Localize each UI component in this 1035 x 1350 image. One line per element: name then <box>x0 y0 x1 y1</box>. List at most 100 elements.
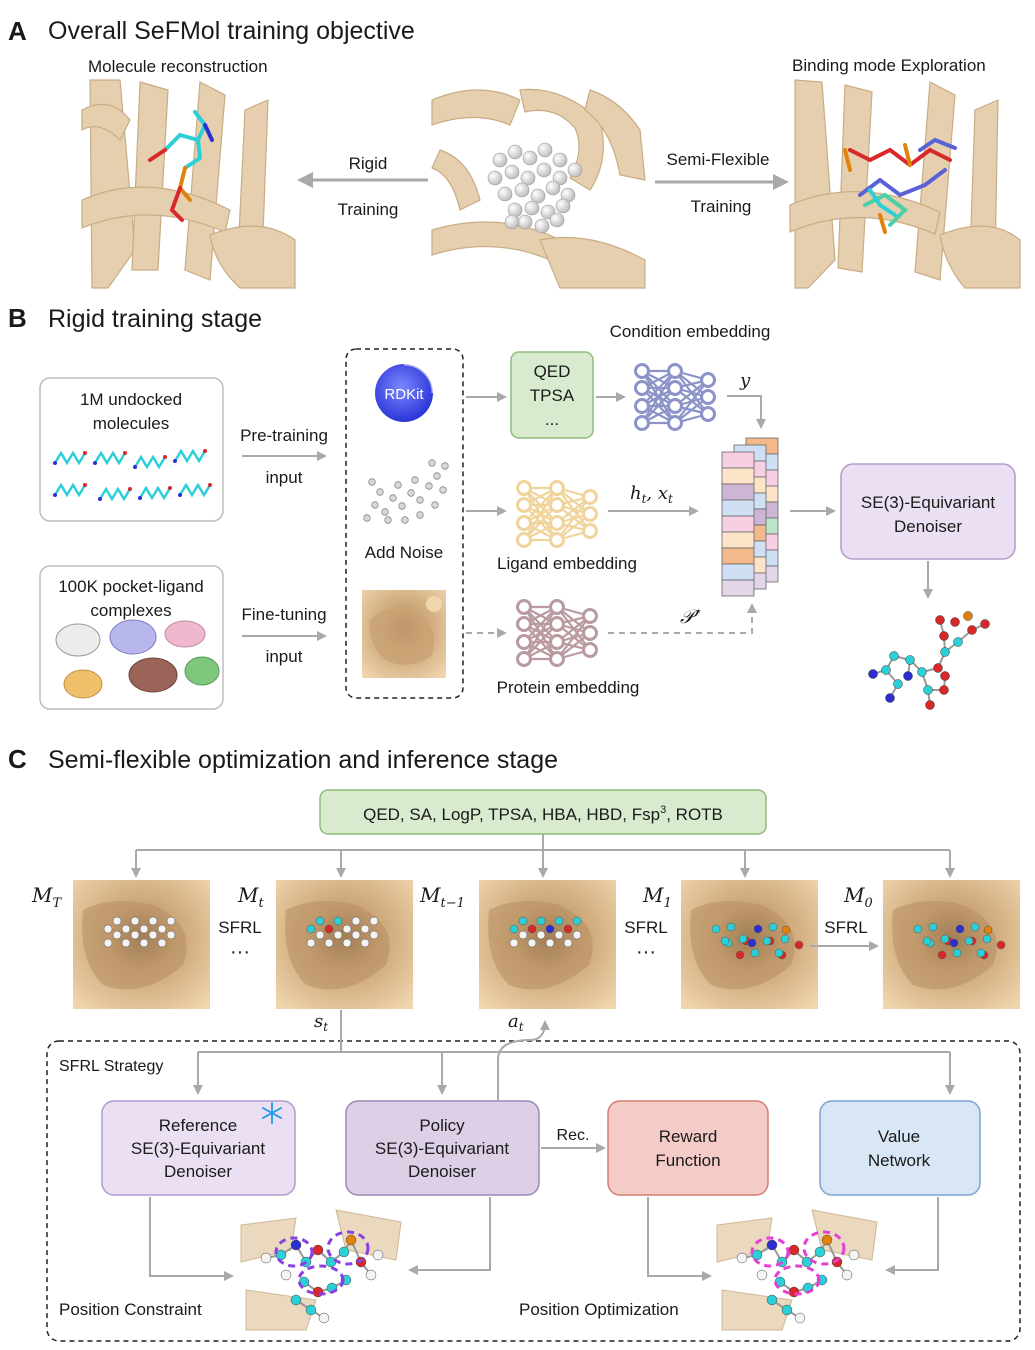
molecule-atom <box>893 679 903 689</box>
noise-atom <box>555 198 571 214</box>
molecule-atom <box>939 631 949 641</box>
protein-blob-thumbnails <box>55 619 220 699</box>
state-label: M0 <box>843 883 873 911</box>
arrow-rigid-label-top: Rigid <box>349 154 388 173</box>
molecule-atom <box>365 1269 377 1281</box>
finetuning-label: Fine-tuning <box>241 605 326 624</box>
reference-label-line3: Denoiser <box>164 1162 232 1181</box>
state-atom <box>369 916 379 926</box>
mini-molecule-atom <box>53 461 57 465</box>
state-atom <box>139 924 149 934</box>
state-label: Mt <box>237 883 264 911</box>
state-atom <box>527 924 537 934</box>
state-atom <box>964 936 974 946</box>
state-atom <box>166 930 176 940</box>
molecule-thumbnails <box>53 448 212 502</box>
denoiser-label-line2: Denoiser <box>894 517 962 536</box>
molecule-atom <box>325 1256 337 1268</box>
mini-molecule-bond <box>93 450 127 466</box>
rdkit-logo-text: RDKit <box>384 386 424 403</box>
rdkit-logo-icon: RDKit <box>375 362 435 422</box>
nn-node <box>667 380 683 396</box>
state-atom <box>711 924 721 934</box>
protein-image-center <box>431 80 646 289</box>
nn-edge <box>523 606 558 660</box>
state-subscript: 1 <box>663 896 671 911</box>
pocket-surface-thumbnail <box>362 590 446 678</box>
state-atom <box>369 930 379 940</box>
panel-b-title: Rigid training stage <box>48 305 262 333</box>
noise-point <box>394 481 402 489</box>
state-atom <box>166 916 176 926</box>
state-panel: Mt <box>237 880 413 1009</box>
noise-atom <box>536 162 552 178</box>
noise-atom <box>504 164 520 180</box>
nn-edge <box>523 487 558 541</box>
pocket-cavity <box>488 901 593 990</box>
sfrl-output-arrows <box>149 1197 939 1281</box>
state-atom <box>121 924 131 934</box>
embedding-cell <box>721 547 755 565</box>
mini-molecule-bond <box>178 482 212 498</box>
noise-point <box>398 502 406 510</box>
nn-node <box>516 599 532 615</box>
noise-point-cloud <box>363 459 449 524</box>
molecule-atom <box>940 647 950 657</box>
molecule-atom <box>967 625 977 635</box>
state-atom <box>750 948 760 958</box>
input-dashed-box <box>345 348 464 699</box>
panel-b-letter: B <box>8 303 27 333</box>
sfrl-label-1: SFRL <box>218 918 261 937</box>
nn-node <box>582 506 598 522</box>
mini-molecule-atom <box>178 493 182 497</box>
state-atom <box>982 934 992 944</box>
state-atom <box>121 938 131 948</box>
pocket-cavity <box>82 901 187 990</box>
state-atom <box>937 950 947 960</box>
state-atom <box>351 930 361 940</box>
state-subscript: 0 <box>864 896 872 911</box>
state-atom <box>509 924 519 934</box>
condition-symbol-y: y <box>739 370 751 391</box>
nn-node <box>549 634 565 650</box>
nn-node <box>549 599 565 615</box>
state-atom <box>351 916 361 926</box>
mini-molecule-atom <box>83 483 87 487</box>
state-atom <box>509 938 519 948</box>
molecule-atom <box>318 1312 330 1324</box>
noise-point <box>433 472 441 480</box>
state-atom <box>735 950 745 960</box>
state-atom <box>996 940 1006 950</box>
state-atom <box>103 938 113 948</box>
nn-edge <box>523 504 558 541</box>
state-symbol-st: st <box>314 1011 328 1034</box>
nn-node <box>516 532 532 548</box>
nn-node <box>582 523 598 539</box>
molecule-atom <box>736 1252 748 1264</box>
pretraining-input-label: input <box>266 468 303 487</box>
properties-bar-text: QED, SA, LogP, TPSA, HBA, HBD, Fsp3, ROT… <box>363 804 723 824</box>
mini-molecule-bond <box>98 486 132 502</box>
nn-node <box>667 363 683 379</box>
nn-edge <box>641 370 676 407</box>
mini-molecule-atom <box>83 451 87 455</box>
neural-network-icon <box>634 363 716 431</box>
noise-point <box>368 478 376 486</box>
panel-c-letter: C <box>8 744 27 774</box>
highlight-ring <box>802 1230 846 1266</box>
molecule-atom <box>889 651 899 661</box>
protein-image-right <box>789 79 1021 289</box>
finetuning-input-label: input <box>266 647 303 666</box>
noise-point <box>441 462 449 470</box>
noise-atom <box>522 150 538 166</box>
molecule-atom <box>801 1256 813 1268</box>
nn-edge <box>641 387 676 424</box>
noise-atom <box>545 180 561 196</box>
molecule-atom <box>345 1234 357 1246</box>
panel-c-title: Semi-flexible optimization and inference… <box>48 746 558 774</box>
noise-atom-cluster <box>487 142 583 234</box>
denoiser-box <box>840 463 1016 560</box>
mini-molecule-atom <box>93 461 97 465</box>
policy-label-line1: Policy <box>419 1116 465 1135</box>
